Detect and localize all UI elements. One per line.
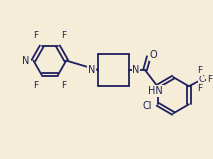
Text: F: F <box>207 75 212 84</box>
Text: F: F <box>33 31 38 40</box>
Text: N: N <box>132 65 140 75</box>
Text: C: C <box>199 75 205 84</box>
Text: F: F <box>61 31 66 40</box>
Text: N: N <box>88 65 95 75</box>
Text: O: O <box>150 50 157 60</box>
Text: F: F <box>61 81 66 90</box>
Text: F: F <box>33 81 38 90</box>
Text: HN: HN <box>148 86 163 96</box>
Text: F: F <box>197 66 202 75</box>
Text: F: F <box>197 84 202 93</box>
Text: N: N <box>22 56 29 66</box>
Text: Cl: Cl <box>142 101 152 111</box>
